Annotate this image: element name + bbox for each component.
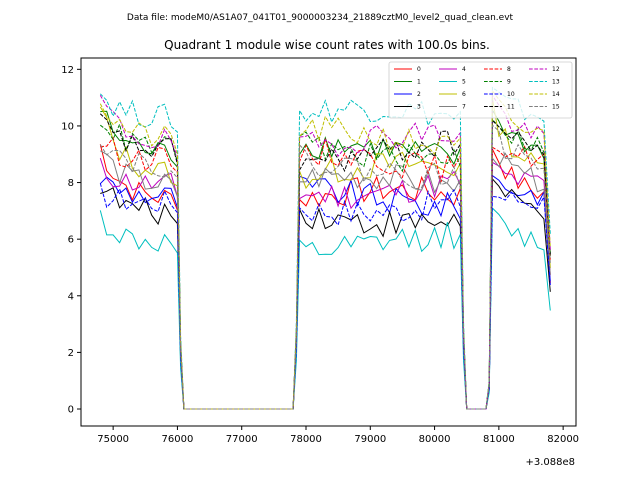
y-tick-label: 8 <box>68 178 74 189</box>
x-tick-label: 77000 <box>226 434 258 445</box>
legend-label-7: 7 <box>462 104 466 111</box>
y-tick-label: 4 <box>68 291 74 302</box>
x-axis: 75000 76000 77000 78000 79000 80000 81000 82000 <box>97 426 579 445</box>
y-tick-label: 10 <box>61 121 74 132</box>
x-tick-label: 78000 <box>290 434 322 445</box>
legend-label-1: 1 <box>417 79 421 86</box>
legend-label-12: 12 <box>552 66 560 73</box>
x-tick-label: 80000 <box>419 434 451 445</box>
legend-frame <box>388 61 573 119</box>
y-tick-label: 12 <box>61 65 74 76</box>
legend-label-15: 15 <box>552 104 560 111</box>
legend-label-10: 10 <box>507 91 515 98</box>
y-axis: 0 2 4 6 8 10 12 <box>61 65 81 416</box>
plot-area <box>80 57 577 427</box>
x-tick-label: 76000 <box>162 434 194 445</box>
legend-label-5: 5 <box>462 79 466 86</box>
y-tick-label: 2 <box>68 348 74 359</box>
x-tick-label: 81000 <box>483 434 515 445</box>
legend-label-13: 13 <box>552 79 560 86</box>
plot-background <box>81 58 576 426</box>
legend-label-9: 9 <box>507 79 511 86</box>
series-layer <box>99 86 551 410</box>
legend-label-14: 14 <box>552 91 560 98</box>
legend-label-0: 0 <box>417 66 421 73</box>
legend-label-8: 8 <box>507 66 511 73</box>
legend-label-4: 4 <box>462 66 466 73</box>
legend-label-6: 6 <box>462 91 466 98</box>
x-tick-label: 82000 <box>547 434 579 445</box>
y-tick-label: 6 <box>68 235 74 246</box>
x-offset-label: +3.088e8 <box>525 457 575 468</box>
plot-frame <box>80 57 577 427</box>
legend-label-3: 3 <box>417 104 421 111</box>
legend-label-2: 2 <box>417 91 421 98</box>
series-line-15 <box>99 124 551 410</box>
y-tick-label: 0 <box>68 405 74 416</box>
chart-title: Quadrant 1 module wise count rates with … <box>164 38 490 52</box>
x-tick-label: 75000 <box>97 434 129 445</box>
x-tick-label: 79000 <box>354 434 386 445</box>
chart-suptitle: Data file: modeM0/AS1A07_041T01_90000032… <box>127 13 514 23</box>
legend-label-11: 11 <box>507 104 515 111</box>
